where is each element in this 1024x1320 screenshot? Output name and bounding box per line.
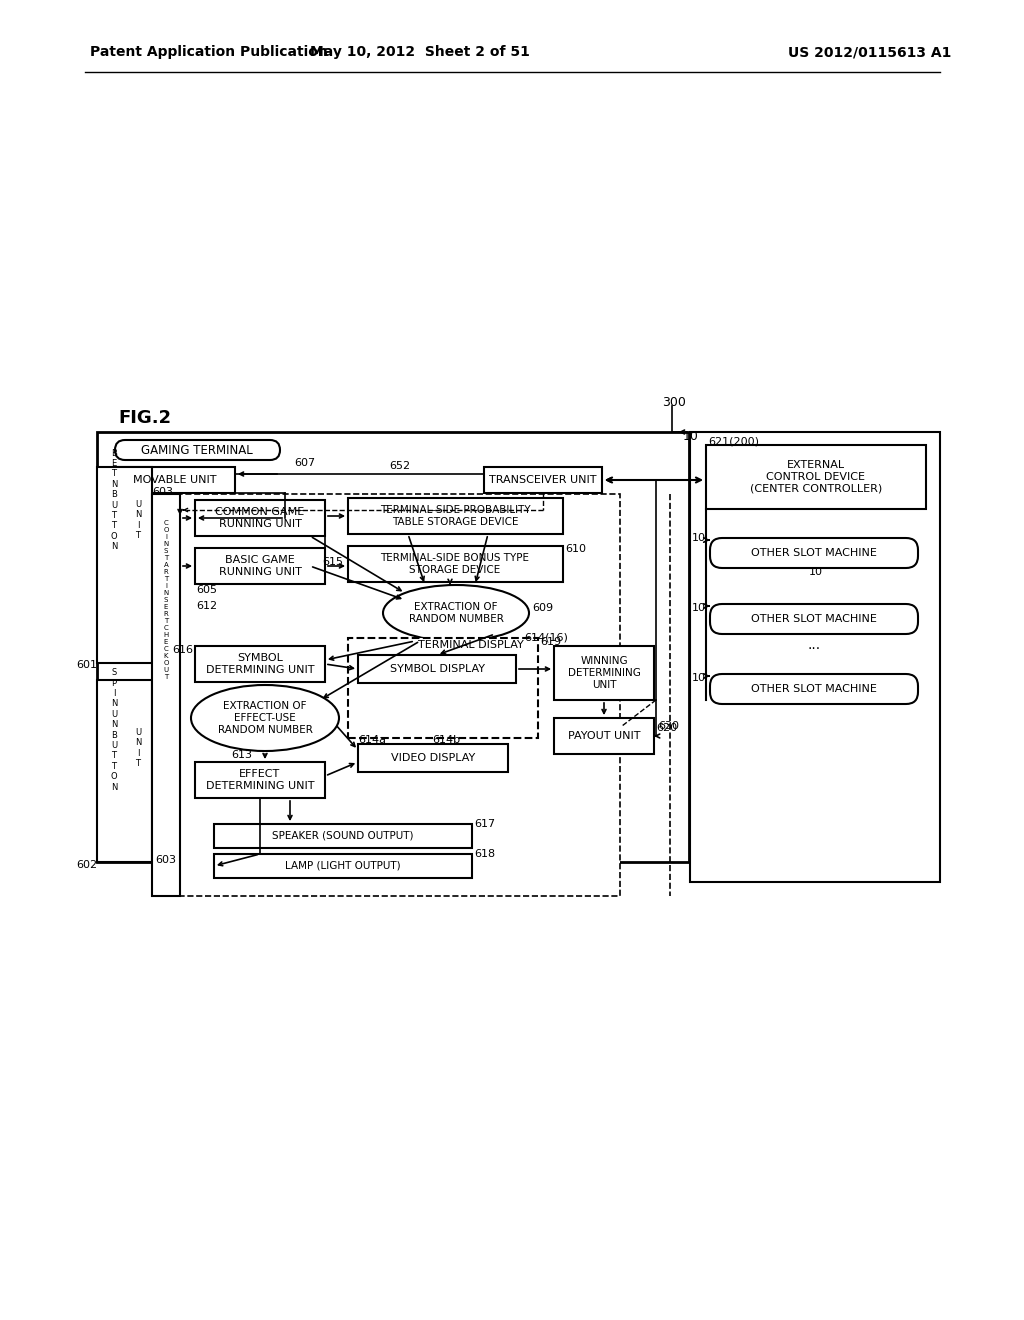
Text: 615: 615 [322,557,343,568]
FancyBboxPatch shape [214,824,472,847]
Text: WINNING
DETERMINING
UNIT: WINNING DETERMINING UNIT [567,656,640,689]
Text: 617: 617 [474,818,496,829]
Text: EXTERNAL
CONTROL DEVICE
(CENTER CONTROLLER): EXTERNAL CONTROL DEVICE (CENTER CONTROLL… [750,461,882,494]
Text: U
N
I
T: U N I T [135,727,141,768]
Text: U
N
I
T: U N I T [135,500,141,540]
Text: 607: 607 [294,458,315,469]
Text: VIDEO DISPLAY: VIDEO DISPLAY [391,752,475,763]
FancyBboxPatch shape [97,432,689,862]
Ellipse shape [383,585,529,642]
Text: 603: 603 [155,855,176,865]
Text: Patent Application Publication: Patent Application Publication [90,45,328,59]
FancyBboxPatch shape [97,467,152,663]
Text: 605: 605 [196,585,217,595]
Text: C
O
I
N
S
T
A
R
T
I
N
S
E
R
T
C
H
E
C
K
O
U
T: C O I N S T A R T I N S E R T C H E C K … [163,520,169,680]
Text: 10: 10 [692,603,706,612]
FancyBboxPatch shape [348,638,538,738]
FancyBboxPatch shape [152,494,620,896]
Text: 10: 10 [692,673,706,682]
FancyBboxPatch shape [710,675,918,704]
Text: EFFECT
DETERMINING UNIT: EFFECT DETERMINING UNIT [206,770,314,791]
Text: SPEAKER (SOUND OUTPUT): SPEAKER (SOUND OUTPUT) [272,832,414,841]
FancyBboxPatch shape [195,500,325,536]
Text: 602: 602 [76,861,97,870]
Text: 621(200): 621(200) [708,437,759,447]
Text: GAMING TERMINAL: GAMING TERMINAL [141,444,253,457]
Text: 603: 603 [152,487,173,498]
FancyBboxPatch shape [358,655,516,682]
Text: 613: 613 [231,750,252,760]
Text: 614a: 614a [358,735,386,744]
Text: FIG.2: FIG.2 [118,409,171,426]
Text: B
E
T
N
B
U
T
T
O
N: B E T N B U T T O N [111,449,118,552]
Text: MOVABLE UNIT: MOVABLE UNIT [133,475,217,484]
Text: 614b: 614b [432,735,460,744]
Text: ...: ... [808,638,820,652]
Text: TERMINAL-SIDE BONUS TYPE
STORAGE DEVICE: TERMINAL-SIDE BONUS TYPE STORAGE DEVICE [381,553,529,574]
FancyBboxPatch shape [484,467,602,492]
Text: TERMINAL DISPLAY: TERMINAL DISPLAY [418,640,523,649]
FancyBboxPatch shape [706,445,926,510]
FancyBboxPatch shape [710,539,918,568]
Text: PAYOUT UNIT: PAYOUT UNIT [567,731,640,741]
Text: 652: 652 [389,461,411,471]
Text: 616: 616 [172,645,193,655]
Text: 610: 610 [565,544,586,554]
Text: S
P
I
N
U
N
B
U
T
T
O
N: S P I N U N B U T T O N [111,668,118,792]
FancyBboxPatch shape [554,645,654,700]
Text: TRANSCEIVER UNIT: TRANSCEIVER UNIT [489,475,597,484]
FancyBboxPatch shape [97,680,152,862]
FancyBboxPatch shape [195,548,325,583]
Text: 601: 601 [76,660,97,671]
Ellipse shape [191,685,339,751]
Text: 618: 618 [474,849,496,859]
Text: SYMBOL
DETERMINING UNIT: SYMBOL DETERMINING UNIT [206,653,314,675]
FancyBboxPatch shape [152,494,180,896]
FancyBboxPatch shape [358,744,508,772]
Text: OTHER SLOT MACHINE: OTHER SLOT MACHINE [751,548,877,558]
Text: 612: 612 [196,601,217,611]
Text: SYMBOL DISPLAY: SYMBOL DISPLAY [389,664,484,675]
Text: 609: 609 [532,603,553,612]
Text: May 10, 2012  Sheet 2 of 51: May 10, 2012 Sheet 2 of 51 [310,45,530,59]
FancyBboxPatch shape [348,546,563,582]
FancyBboxPatch shape [195,645,325,682]
Text: EXTRACTION OF
RANDOM NUMBER: EXTRACTION OF RANDOM NUMBER [409,602,504,624]
FancyBboxPatch shape [710,605,918,634]
Text: OTHER SLOT MACHINE: OTHER SLOT MACHINE [751,614,877,624]
Text: TERMINAL-SIDE PROBABILITY
TABLE STORAGE DEVICE: TERMINAL-SIDE PROBABILITY TABLE STORAGE … [380,506,530,527]
Text: LAMP (LIGHT OUTPUT): LAMP (LIGHT OUTPUT) [286,861,400,871]
Text: 620: 620 [656,723,677,733]
Text: 630: 630 [658,721,679,731]
Text: BASIC GAME
RUNNING UNIT: BASIC GAME RUNNING UNIT [218,556,301,577]
FancyBboxPatch shape [690,432,940,882]
Text: 10: 10 [692,533,706,543]
Text: 300: 300 [662,396,686,408]
Text: OTHER SLOT MACHINE: OTHER SLOT MACHINE [751,684,877,694]
FancyBboxPatch shape [348,498,563,535]
Text: 10: 10 [683,429,698,442]
Text: 614(16): 614(16) [524,632,568,642]
FancyBboxPatch shape [214,854,472,878]
FancyBboxPatch shape [195,762,325,799]
Text: US 2012/0115613 A1: US 2012/0115613 A1 [788,45,951,59]
FancyBboxPatch shape [115,440,280,459]
FancyBboxPatch shape [115,467,234,492]
Text: COMMON GAME
RUNNING UNIT: COMMON GAME RUNNING UNIT [215,507,304,529]
Text: EXTRACTION OF
EFFECT-USE
RANDOM NUMBER: EXTRACTION OF EFFECT-USE RANDOM NUMBER [217,701,312,735]
Text: 619: 619 [540,638,561,647]
Text: 10: 10 [809,568,823,577]
FancyBboxPatch shape [554,718,654,754]
